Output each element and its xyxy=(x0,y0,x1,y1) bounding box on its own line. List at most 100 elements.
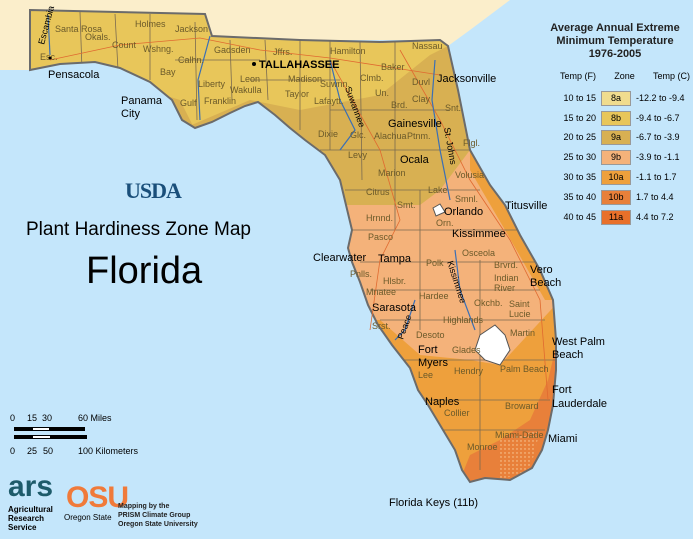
km-bar xyxy=(14,435,87,439)
county-label: Franklin xyxy=(204,96,236,106)
scale-label: 15 xyxy=(27,413,38,423)
legend-header-c: Temp (C) xyxy=(652,71,690,81)
prism-line: Oregon State University xyxy=(118,521,198,528)
osu-text: Oregon State xyxy=(64,513,112,522)
escambia-river xyxy=(47,14,51,56)
legend-temp-f: 10 to 15 xyxy=(563,93,596,103)
scale-label: 0 xyxy=(10,446,16,456)
legend-title-line: Minimum Temperature xyxy=(556,35,674,47)
county-label: Jffrs. xyxy=(273,47,292,57)
scale-label: 100 Kilometers xyxy=(78,446,139,456)
county-label: Marion xyxy=(378,168,406,178)
county-label: Desoto xyxy=(416,330,445,340)
legend-temp-f: 25 to 30 xyxy=(563,152,596,162)
osu-logo: OSU xyxy=(66,481,129,514)
county-label: Liberty xyxy=(198,79,226,89)
legend-temp-c: -12.2 to -9.4 xyxy=(636,93,685,103)
city-westpalm-line2: Beach xyxy=(552,349,583,361)
county-label: Leon xyxy=(240,74,260,84)
county-label: Hendry xyxy=(454,366,484,376)
miles-bar xyxy=(14,427,85,431)
city-tallahassee: TALLAHASSEE xyxy=(259,59,339,71)
legend-row-10b: 35 to 40 10b 1.7 to 4.4 xyxy=(556,189,691,205)
usda-logo: USDA xyxy=(125,178,182,203)
county-label: Srst. xyxy=(372,321,391,331)
legend-temp-c: 1.7 to 4.4 xyxy=(636,192,674,202)
county-label: Count xyxy=(112,40,137,50)
legend-temp-f: 35 to 40 xyxy=(563,192,596,202)
st-johns-river xyxy=(431,59,451,201)
city-jacksonville: Jacksonville xyxy=(437,73,496,85)
legend-temp-c: -1.1 to 1.7 xyxy=(636,172,677,182)
county-label: Wakulla xyxy=(230,85,262,95)
county-label: Un. xyxy=(375,88,389,98)
city-miami: Miami xyxy=(548,433,577,445)
legend-row-11a: 40 to 45 11a 4.4 to 7.2 xyxy=(556,209,691,225)
city-tampa: Tampa xyxy=(378,253,412,265)
miles-bar-segment xyxy=(33,428,49,430)
county-label: Volusia xyxy=(455,170,484,180)
county-label: Baker xyxy=(381,62,405,72)
city-fortlaud-line1: Fort xyxy=(552,384,572,396)
county-label: Alachua xyxy=(374,131,407,141)
county-label: Hlsbr. xyxy=(383,276,406,286)
county-label: Palm Beach xyxy=(500,364,549,374)
peace-river xyxy=(394,299,416,341)
county-label: Mnatee xyxy=(366,287,396,297)
km-bar-segment xyxy=(33,436,50,438)
city-fortlaud-line2: Lauderdale xyxy=(552,398,607,410)
city-labels: TALLAHASSEE Pensacola Panama City Jackso… xyxy=(48,56,607,509)
legend-temp-f: 30 to 35 xyxy=(563,172,596,182)
county-label: Brvrd. xyxy=(494,260,518,270)
scale-label: 0 xyxy=(10,413,16,423)
county-label: Wshng. xyxy=(143,44,174,54)
map-title: Plant Hardiness Zone Map xyxy=(26,219,251,240)
prism-line: Mapping by the xyxy=(118,503,170,510)
city-vero-line1: Vero xyxy=(530,264,553,276)
legend-title-line: 1976-2005 xyxy=(588,48,642,60)
county-label: Broward xyxy=(505,401,539,411)
city-sarasota: Sarasota xyxy=(372,302,417,314)
county-label: Lafaytt. xyxy=(314,96,344,106)
county-label: Esc. xyxy=(40,52,58,62)
legend-swatch: 9a xyxy=(601,129,631,145)
legend-row-8b: 15 to 20 8b -9.4 to -6.7 xyxy=(556,110,691,126)
legend-temp-c: -9.4 to -6.7 xyxy=(636,113,680,123)
kissimmee-river xyxy=(454,249,476,331)
scale-label: 30 xyxy=(42,413,53,423)
city-panama-line2: City xyxy=(121,108,140,120)
ars-logo: ars xyxy=(8,470,54,503)
county-label: Snt. xyxy=(445,103,461,113)
city-dot xyxy=(48,56,52,60)
scale-label: 25 xyxy=(27,446,38,456)
county-label: Nassau xyxy=(412,41,443,51)
county-label: Holmes xyxy=(135,19,166,29)
county-label: Lake xyxy=(428,185,448,195)
county-lines xyxy=(79,11,556,470)
county-label: Gulf xyxy=(180,98,197,108)
legend-swatch: 10b xyxy=(601,189,631,205)
legend-title-line: Average Annual Extreme xyxy=(550,22,680,34)
city-ocala: Ocala xyxy=(400,154,430,166)
county-label: Hrnnd. xyxy=(366,213,393,223)
city-titusville: Titusville xyxy=(505,200,547,212)
legend-temp-f: 20 to 25 xyxy=(563,132,596,142)
legend-swatch: 10a xyxy=(601,169,631,185)
county-label: Levy xyxy=(348,150,368,160)
county-label: Glades xyxy=(452,345,481,355)
state-name: Florida xyxy=(86,250,203,292)
county-label: Clmb. xyxy=(360,73,384,83)
county-label: Clay xyxy=(412,94,431,104)
legend-row-10a: 30 to 35 10a -1.1 to 1.7 xyxy=(556,169,691,185)
city-clearwater: Clearwater xyxy=(313,252,367,264)
city-gainesville: Gainesville xyxy=(388,118,442,130)
county-label: Indian River xyxy=(494,273,519,293)
legend-swatch: 9b xyxy=(601,149,631,165)
county-label: Suwnn. xyxy=(320,79,350,89)
legend-temp-f: 40 to 45 xyxy=(563,212,596,222)
prism-credit: Mapping by the PRISM Climate Group Orego… xyxy=(118,502,198,529)
county-label: Hamilton xyxy=(330,46,366,56)
city-vero-line2: Beach xyxy=(530,277,561,289)
prism-line: PRISM Climate Group xyxy=(118,512,191,519)
